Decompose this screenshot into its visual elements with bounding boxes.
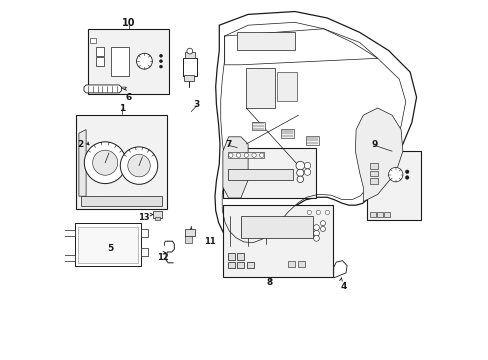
Bar: [281, 129, 294, 138]
Bar: [183, 58, 197, 76]
Bar: [78, 227, 137, 263]
Circle shape: [296, 169, 303, 176]
Circle shape: [236, 153, 240, 157]
Circle shape: [304, 162, 310, 169]
Bar: [111, 47, 129, 76]
Circle shape: [251, 153, 256, 157]
Bar: [228, 169, 292, 180]
Text: 12: 12: [156, 253, 168, 262]
Bar: [76, 115, 167, 209]
Polygon shape: [223, 137, 247, 198]
Text: 4: 4: [340, 282, 346, 291]
Polygon shape: [333, 261, 346, 278]
Circle shape: [387, 167, 402, 182]
Circle shape: [304, 169, 310, 175]
Bar: [88, 29, 168, 94]
Text: 5: 5: [107, 244, 114, 253]
Bar: [81, 196, 162, 206]
Bar: [89, 38, 96, 43]
Polygon shape: [121, 87, 125, 89]
Circle shape: [84, 142, 126, 184]
Circle shape: [313, 230, 319, 236]
Text: 6: 6: [125, 93, 131, 102]
Bar: [246, 68, 275, 108]
Circle shape: [120, 147, 158, 184]
Bar: [96, 57, 103, 66]
Bar: [369, 171, 378, 176]
Bar: [184, 52, 194, 58]
Circle shape: [320, 226, 325, 231]
Bar: [241, 216, 312, 238]
Bar: [237, 32, 294, 50]
Bar: [297, 261, 305, 267]
Polygon shape: [355, 108, 402, 202]
Bar: [62, 255, 75, 261]
Text: 8: 8: [266, 278, 272, 287]
Bar: [185, 229, 195, 236]
Bar: [96, 47, 103, 56]
Bar: [246, 262, 254, 268]
Bar: [384, 212, 389, 217]
Bar: [369, 163, 378, 169]
Text: 2: 2: [77, 140, 83, 149]
Bar: [227, 262, 234, 268]
Circle shape: [92, 150, 118, 175]
Circle shape: [295, 161, 304, 170]
Text: 9: 9: [371, 140, 377, 149]
Bar: [141, 229, 148, 237]
Circle shape: [306, 210, 311, 215]
Bar: [75, 223, 141, 266]
Bar: [369, 178, 378, 184]
Bar: [228, 152, 264, 158]
Polygon shape: [84, 85, 121, 93]
Bar: [252, 122, 265, 130]
Circle shape: [159, 54, 162, 57]
Polygon shape: [79, 130, 86, 196]
Bar: [184, 75, 193, 81]
Circle shape: [296, 176, 303, 183]
Circle shape: [259, 153, 264, 157]
Circle shape: [228, 153, 232, 157]
Circle shape: [313, 235, 319, 241]
Bar: [366, 151, 420, 220]
Bar: [155, 217, 160, 220]
Circle shape: [405, 176, 408, 179]
Bar: [237, 262, 244, 268]
Circle shape: [136, 53, 152, 69]
Bar: [223, 205, 332, 277]
Bar: [287, 261, 294, 267]
Bar: [276, 72, 296, 101]
Bar: [376, 212, 382, 217]
Bar: [369, 212, 375, 217]
Text: 11: 11: [204, 237, 216, 246]
Circle shape: [244, 153, 248, 157]
Bar: [227, 253, 234, 260]
Circle shape: [316, 210, 320, 215]
Circle shape: [313, 225, 319, 230]
Bar: [141, 248, 148, 256]
Bar: [223, 148, 316, 198]
Polygon shape: [215, 12, 416, 246]
Text: 7: 7: [225, 140, 231, 149]
Text: 10: 10: [122, 18, 135, 28]
Circle shape: [159, 65, 162, 68]
Circle shape: [325, 210, 329, 215]
Bar: [237, 253, 244, 260]
Text: 13: 13: [138, 213, 149, 222]
Circle shape: [186, 48, 192, 54]
Text: 3: 3: [193, 100, 199, 109]
Circle shape: [320, 221, 325, 226]
Bar: [62, 230, 75, 236]
Circle shape: [405, 170, 408, 174]
Bar: [185, 236, 191, 243]
Bar: [306, 136, 319, 145]
Circle shape: [159, 60, 162, 63]
Circle shape: [127, 154, 150, 177]
Bar: [153, 211, 162, 218]
Text: 1: 1: [119, 104, 125, 113]
